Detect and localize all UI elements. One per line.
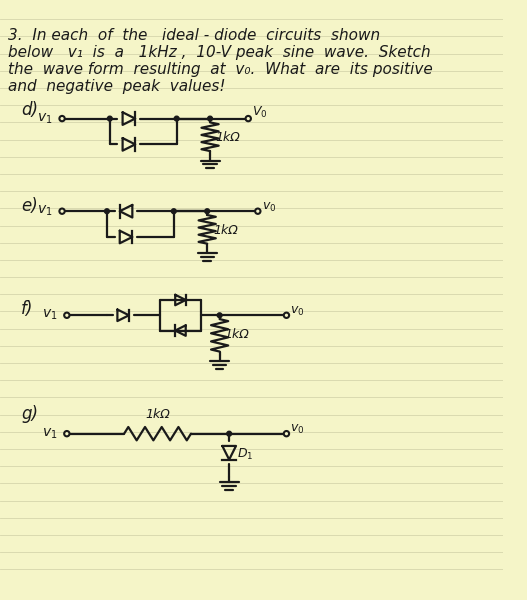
- Text: $v_1$: $v_1$: [37, 204, 53, 218]
- Circle shape: [205, 209, 210, 214]
- Text: g): g): [21, 405, 38, 423]
- Text: $v_1$: $v_1$: [42, 308, 57, 322]
- Text: 3.  In each  of  the   ideal - diode  circuits  shown: 3. In each of the ideal - diode circuits…: [7, 28, 380, 43]
- Circle shape: [284, 431, 289, 436]
- Text: 1kΩ: 1kΩ: [145, 408, 170, 421]
- Text: $V_0$: $V_0$: [252, 105, 268, 121]
- Text: $v_0$: $v_0$: [261, 201, 276, 214]
- Text: $v_1$: $v_1$: [37, 112, 53, 126]
- Circle shape: [108, 116, 112, 121]
- Text: d): d): [21, 101, 38, 119]
- Circle shape: [60, 209, 65, 214]
- Circle shape: [60, 116, 65, 121]
- Text: $v_1$: $v_1$: [42, 427, 57, 441]
- Circle shape: [208, 116, 212, 121]
- Text: the  wave form  resulting  at  v₀.  What  are  its positive: the wave form resulting at v₀. What are …: [7, 62, 432, 77]
- Text: $D_1$: $D_1$: [237, 447, 253, 462]
- Text: and  negative  peak  values!: and negative peak values!: [7, 79, 225, 94]
- Circle shape: [246, 116, 251, 121]
- Text: $v_0$: $v_0$: [290, 305, 305, 318]
- Circle shape: [64, 313, 70, 318]
- Text: 1kΩ: 1kΩ: [216, 131, 240, 144]
- Circle shape: [174, 116, 179, 121]
- Circle shape: [255, 209, 260, 214]
- Text: e): e): [21, 197, 38, 215]
- Circle shape: [227, 431, 231, 436]
- Text: $v_0$: $v_0$: [290, 424, 305, 436]
- Text: 1kΩ: 1kΩ: [213, 224, 238, 237]
- Circle shape: [104, 209, 109, 214]
- Circle shape: [284, 313, 289, 318]
- Circle shape: [64, 431, 70, 436]
- Text: 1kΩ: 1kΩ: [225, 328, 249, 341]
- Circle shape: [171, 209, 176, 214]
- Text: below   v₁  is  a   1kHz ,  10-V peak  sine  wave.  Sketch: below v₁ is a 1kHz , 10-V peak sine wave…: [7, 45, 430, 60]
- Circle shape: [217, 313, 222, 317]
- Text: f): f): [21, 300, 33, 318]
